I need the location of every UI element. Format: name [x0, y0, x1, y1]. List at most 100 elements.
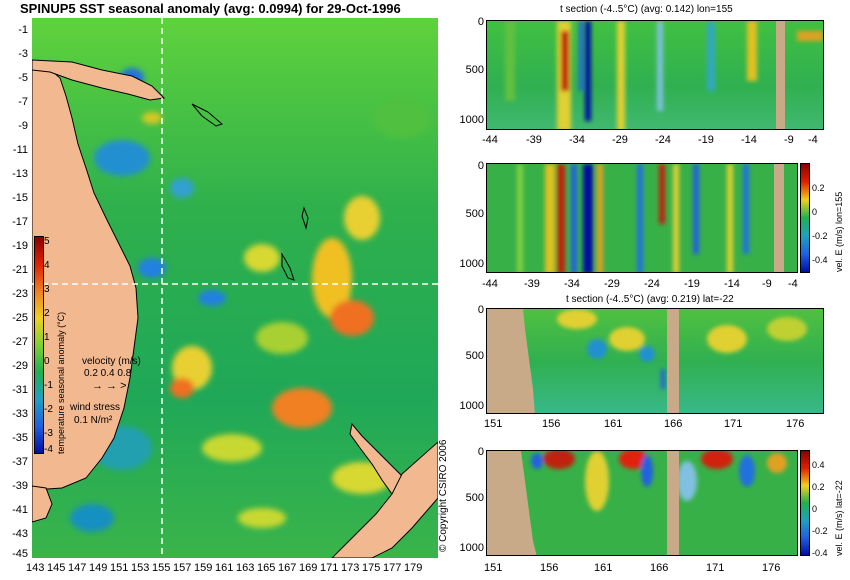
cbar-tick-last: -4 [44, 444, 53, 455]
p2-xtick: -4 [788, 278, 798, 290]
p2-cbar-tick: -0.4 [812, 255, 828, 265]
p3-ytick: 500 [465, 350, 484, 362]
lon-tick: 157 [173, 562, 192, 574]
p2-section [486, 163, 798, 273]
lat-tick: -19 [12, 240, 28, 252]
lon-tick: 167 [278, 562, 297, 574]
lat-tick: -43 [12, 528, 28, 540]
p3-xtick: 166 [664, 418, 683, 430]
lon-tick: 151 [110, 562, 129, 574]
p1-ytick: 1000 [459, 114, 484, 126]
lon-tick: 163 [236, 562, 255, 574]
p4-ytick: 500 [465, 492, 484, 504]
lon-tick: 145 [47, 562, 66, 574]
cbar-tick: 2 [44, 308, 50, 319]
p1-xtick: -14 [741, 134, 757, 146]
p3-title: t section (-4..5°C) (avg: 0.219) lat=-22 [566, 294, 734, 305]
new-caledonia [281, 252, 295, 281]
p4-xtick: 151 [484, 562, 503, 574]
p4-xtick: 156 [540, 562, 559, 574]
p2-canvas [517, 164, 784, 272]
map-colorbar [34, 236, 44, 454]
lon-tick: 165 [257, 562, 276, 574]
sst-anomaly-map [32, 18, 438, 558]
lon-tick: 161 [215, 562, 234, 574]
lon-tick: 143 [26, 562, 45, 574]
p2-yaxis: 0 500 1000 [456, 160, 484, 278]
nz-south-land [331, 441, 438, 558]
velocity-arrows-icon: → → > [92, 380, 127, 392]
p4-section [486, 450, 798, 556]
p4-cbar-label: vel. E (m/s) lat=-22 [834, 480, 844, 556]
lat-tick: -21 [12, 264, 28, 276]
p2-xtick: -39 [524, 278, 540, 290]
lat-tick: -31 [12, 384, 28, 396]
lat-tick: -35 [12, 432, 28, 444]
p2-xtick: -14 [724, 278, 740, 290]
p4-ytick: 0 [477, 446, 484, 458]
lon-tick: 153 [131, 562, 150, 574]
cbar-tick: 4 [44, 260, 50, 271]
p4-cbar-tick: 0.2 [812, 482, 825, 492]
lat-tick: -39 [12, 480, 28, 492]
cbar-tick: 3 [44, 284, 50, 295]
lat-tick: -3 [18, 48, 28, 60]
p4-cbar-tick: -0.2 [812, 526, 828, 536]
p4-xtick: 161 [594, 562, 613, 574]
p2-xtick: -34 [564, 278, 580, 290]
p3-xtick: 171 [724, 418, 743, 430]
map-colorbar-ticks: 5 4 3 2 1 0 -1 -2 -3 [44, 230, 56, 446]
p2-cbar-tick: -0.2 [812, 231, 828, 241]
p2-colorbar [800, 163, 810, 273]
p1-xtick: -39 [526, 134, 542, 146]
cbar-tick: 1 [44, 332, 50, 343]
p2-cbar-tick: 0 [812, 207, 818, 217]
lon-tick: 173 [341, 562, 360, 574]
p1-title: t section (-4..5°C) (avg: 0.142) lon=155 [560, 4, 733, 15]
p4-cbar-ticks: 0.4 0.2 0 -0.2 -0.4 [812, 454, 828, 564]
velocity-legend-label: velocity (m/s) [82, 356, 141, 367]
p4-cbar-tick: 0 [812, 504, 818, 514]
p2-ytick: 1000 [459, 258, 484, 270]
velocity-legend-scale: 0.2 0.4 0.8 [84, 368, 132, 379]
vanuatu [301, 206, 309, 230]
p4-xtick: 166 [650, 562, 669, 574]
p4-xtick: 171 [706, 562, 725, 574]
p1-xtick: -24 [655, 134, 671, 146]
p2-xtick: -24 [644, 278, 660, 290]
p4-yaxis: 0 500 1000 [456, 446, 484, 562]
p4-cbar-tick: -0.4 [812, 548, 828, 558]
p1-xtick: -19 [698, 134, 714, 146]
lat-tick: -1 [18, 24, 28, 36]
p3-xtick: 176 [786, 418, 805, 430]
lon-tick: 171 [320, 562, 339, 574]
lat-tick: -37 [12, 456, 28, 468]
map-title: SPINUP5 SST seasonal anomaly (avg: 0.099… [20, 1, 401, 16]
lat-tick: -11 [12, 144, 28, 156]
cbar-tick: -3 [44, 428, 53, 439]
map-colorbar-label: temperature seasonal anomaly (°C) [56, 311, 66, 454]
map-lat-axis: -1 -3 -5 -7 -9 -11 -13 -15 -17 -19 -21 -… [0, 18, 30, 560]
p2-cbar-label: vel. E (m/s) lon=155 [834, 191, 844, 272]
p1-xtick: -9 [784, 134, 794, 146]
cbar-tick: -2 [44, 404, 53, 415]
lat-tick: -29 [12, 360, 28, 372]
p4-canvas [487, 451, 787, 555]
lat-tick: -41 [12, 504, 28, 516]
lon-tick: 147 [68, 562, 87, 574]
p4-ytick: 1000 [459, 542, 484, 554]
lat-tick: -9 [18, 120, 28, 132]
lon-tick: 179 [404, 562, 423, 574]
p3-section [486, 308, 824, 414]
p3-xaxis: 151 156 161 166 171 176 [484, 418, 826, 432]
lat-tick: -45 [12, 548, 28, 560]
p3-canvas [487, 309, 807, 413]
p1-yaxis: 0 500 1000 [456, 16, 484, 134]
p2-ytick: 0 [477, 160, 484, 172]
lon-tick: 169 [299, 562, 318, 574]
p1-ytick: 500 [465, 64, 484, 76]
map-lon-axis: 143 145 147 149 151 153 155 157 159 161 … [26, 562, 440, 578]
map-canvas [32, 18, 438, 558]
p3-ytick: 0 [477, 304, 484, 316]
p1-xaxis: -44 -39 -34 -29 -24 -19 -14 -9 -4 [482, 134, 826, 148]
